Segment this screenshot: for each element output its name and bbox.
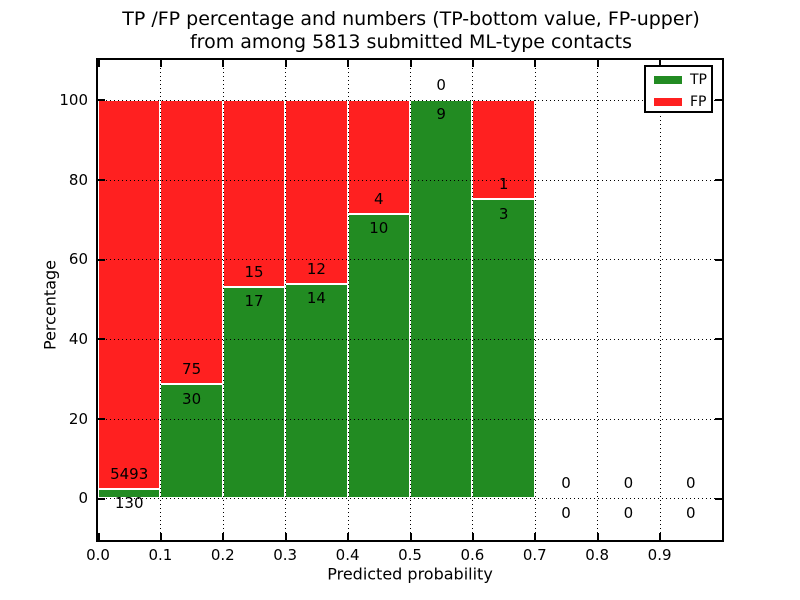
bar-fp	[472, 99, 535, 200]
y-tick-label: 100	[59, 90, 88, 109]
plot-area: 0 20 40 60 80 100 0.0 0.1 0.2 0.3 0.4 0.5 0.6 0.7 0.8 0…	[59, 58, 724, 564]
y-tick-label: 20	[68, 409, 88, 428]
chart-title: TP /FP percentage and numbers (TP-bottom…	[97, 8, 725, 54]
legend-fp-label: FP	[690, 94, 707, 110]
chart-title-line2: from among 5813 submitted ML-type contac…	[189, 31, 633, 53]
x-tick-mark	[347, 533, 350, 540]
fp-count-label: 5493	[110, 464, 149, 483]
x-tick-mark	[534, 533, 537, 540]
tp-count-label: 17	[244, 292, 264, 311]
bar-tp	[98, 488, 161, 499]
y-tick-mark	[98, 99, 105, 102]
x-tick-label: 0.2	[210, 546, 235, 564]
x-tick-mark	[596, 533, 599, 540]
x-tick-label: 0.6	[460, 546, 485, 564]
y-tick-mark	[98, 497, 105, 500]
legend: TP FP	[644, 65, 713, 113]
y-tick-mark	[715, 258, 722, 261]
y-tick-mark	[98, 338, 105, 341]
grid-line-v	[222, 60, 224, 540]
fp-count-label: 0	[436, 75, 446, 94]
bar-tp	[160, 384, 223, 499]
tp-count-label: 10	[369, 219, 389, 238]
y-tick-mark	[715, 99, 722, 102]
bar-fp	[98, 99, 161, 489]
y-tick-label: 80	[68, 170, 88, 189]
x-tick-mark	[596, 60, 599, 67]
grid-line-v	[659, 60, 661, 540]
grid-line-v	[472, 60, 474, 540]
x-tick-mark	[159, 60, 162, 67]
y-tick-mark	[98, 179, 105, 181]
legend-tp-swatch	[654, 76, 682, 84]
x-tick-label: 0.8	[585, 546, 610, 564]
fp-count-label: 75	[182, 360, 202, 379]
grid-line-v	[347, 60, 349, 540]
bar-fp	[285, 99, 348, 284]
grid-line-v	[410, 60, 411, 540]
tp-count-label: 130	[114, 494, 144, 513]
tp-count-label: 14	[306, 289, 326, 308]
fp-count-label: 0	[561, 474, 571, 493]
bar-fp	[160, 99, 223, 385]
x-tick-mark	[534, 60, 537, 67]
y-tick-mark	[715, 179, 722, 181]
x-tick-label: 0.0	[86, 546, 110, 564]
x-tick-label: 0.9	[647, 546, 672, 564]
x-tick-mark	[409, 533, 412, 540]
fp-count-label: 0	[623, 474, 634, 493]
fp-count-label: 4	[374, 189, 384, 208]
chart-title-line1: TP /FP percentage and numbers (TP-bottom…	[122, 8, 700, 30]
x-tick-label: 0.1	[148, 546, 173, 564]
bar-tp	[472, 199, 535, 499]
y-tick-label: 0	[78, 489, 88, 508]
grid-line-v	[160, 60, 162, 540]
legend-fp-swatch	[654, 98, 682, 106]
fp-count-label: 0	[686, 474, 696, 493]
tp-count-label: 0	[623, 503, 634, 522]
x-tick-label: 0.5	[398, 546, 422, 564]
y-tick-mark	[98, 258, 105, 261]
x-tick-mark	[284, 533, 287, 540]
grid-line-v	[285, 60, 287, 540]
x-tick-mark	[471, 60, 474, 67]
tp-count-label: 3	[498, 204, 509, 223]
x-tick-mark	[659, 60, 662, 67]
x-tick-mark	[97, 533, 100, 540]
bar-tp	[285, 283, 348, 499]
y-tick-mark	[715, 338, 722, 341]
x-tick-label: 0.3	[273, 546, 298, 564]
y-tick-mark	[715, 418, 722, 420]
y-tick-label: 60	[68, 250, 88, 269]
x-axis-label: Predicted probability	[327, 564, 493, 584]
tp-count-label: 9	[436, 105, 446, 124]
x-tick-mark	[409, 60, 412, 67]
x-tick-label: 0.4	[335, 546, 360, 564]
bar-tp	[410, 99, 473, 499]
legend-tp-label: TP	[690, 72, 707, 88]
x-tick-mark	[97, 60, 100, 67]
tp-count-label: 30	[182, 389, 202, 408]
x-tick-mark	[659, 533, 662, 540]
y-tick-mark	[98, 418, 105, 420]
fp-count-label: 12	[306, 259, 326, 278]
x-tick-label: 0.7	[522, 546, 547, 564]
fp-count-label: 1	[498, 175, 509, 194]
x-tick-mark	[222, 533, 225, 540]
x-tick-mark	[222, 60, 225, 67]
y-tick-label: 40	[68, 329, 88, 348]
fp-count-label: 15	[244, 262, 264, 281]
bar-tp	[347, 213, 410, 499]
grid-line-v	[597, 60, 599, 540]
x-tick-mark	[471, 533, 474, 540]
x-tick-mark	[159, 533, 162, 540]
x-tick-mark	[347, 60, 350, 67]
x-tick-mark	[284, 60, 287, 67]
tp-count-label: 0	[686, 503, 696, 522]
tp-count-label: 0	[561, 503, 571, 522]
y-tick-mark	[715, 497, 722, 500]
bar-tp	[222, 286, 286, 499]
grid-line-v	[534, 60, 536, 540]
